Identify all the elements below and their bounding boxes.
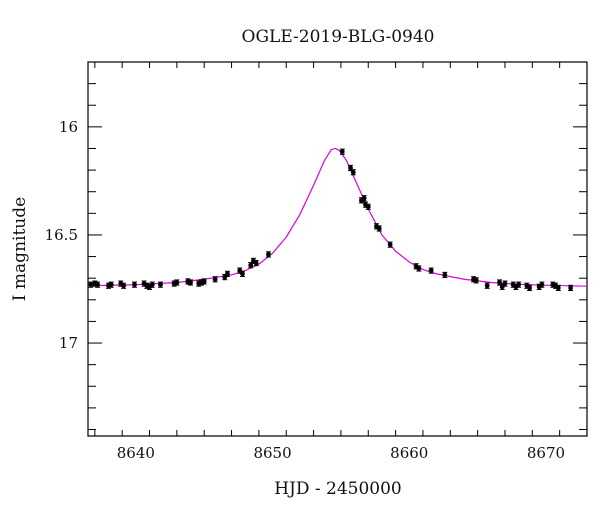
data-point (484, 283, 490, 289)
data-point (158, 282, 163, 288)
data-point (442, 272, 448, 278)
data-point (266, 252, 271, 257)
data-point (225, 271, 230, 277)
major-ticks (88, 126, 587, 344)
data-point (497, 280, 502, 285)
plot-frame (87, 61, 588, 437)
tick-labels: 8640 8650 8660 8670 16 16.5 17 (45, 118, 565, 462)
x-tick-label: 8660 (390, 444, 428, 462)
data-point (499, 284, 505, 290)
data-point (473, 277, 479, 283)
data-point (527, 285, 532, 291)
chart-title: OGLE-2019-BLG-0940 (242, 27, 435, 47)
data-point (361, 195, 367, 201)
data-point (339, 149, 345, 155)
data-point (416, 266, 422, 271)
data-point (539, 282, 545, 288)
data-point (201, 279, 207, 284)
data-point (108, 282, 114, 288)
data-point (95, 282, 100, 288)
y-axis-label: I magnitude (10, 197, 30, 301)
y-tick-label: 17 (59, 334, 78, 352)
data-point (212, 276, 218, 282)
data-point (240, 271, 245, 277)
x-tick-label: 8650 (253, 444, 291, 462)
data-point (132, 282, 137, 288)
minor-ticks (88, 61, 588, 436)
x-tick-label: 8670 (527, 444, 565, 462)
x-axis-label: HJD - 2450000 (274, 479, 402, 499)
data-point (428, 268, 434, 274)
data-point (516, 282, 522, 288)
data-point (502, 281, 508, 286)
data-point (174, 280, 180, 285)
data-point (121, 283, 126, 289)
data-point (188, 280, 193, 285)
data-point (350, 169, 356, 175)
data-point (222, 274, 228, 280)
data-point (237, 268, 243, 274)
model-layer (87, 147, 588, 287)
y-tick-label: 16 (59, 118, 78, 136)
data-point (387, 242, 393, 248)
x-tick-label: 8640 (117, 444, 155, 462)
data-point (376, 226, 382, 231)
data-point (568, 285, 573, 291)
observations-layer (88, 148, 574, 292)
plot-area: 8640 8650 8660 8670 16 16.5 17 (45, 61, 588, 462)
data-point (88, 282, 94, 288)
data-point (248, 262, 254, 268)
data-point (253, 260, 259, 266)
data-point (348, 165, 353, 171)
data-point (555, 285, 561, 291)
y-tick-label: 16.5 (45, 226, 78, 244)
data-point (365, 204, 371, 210)
model-curve (87, 147, 588, 287)
data-point (149, 282, 155, 288)
